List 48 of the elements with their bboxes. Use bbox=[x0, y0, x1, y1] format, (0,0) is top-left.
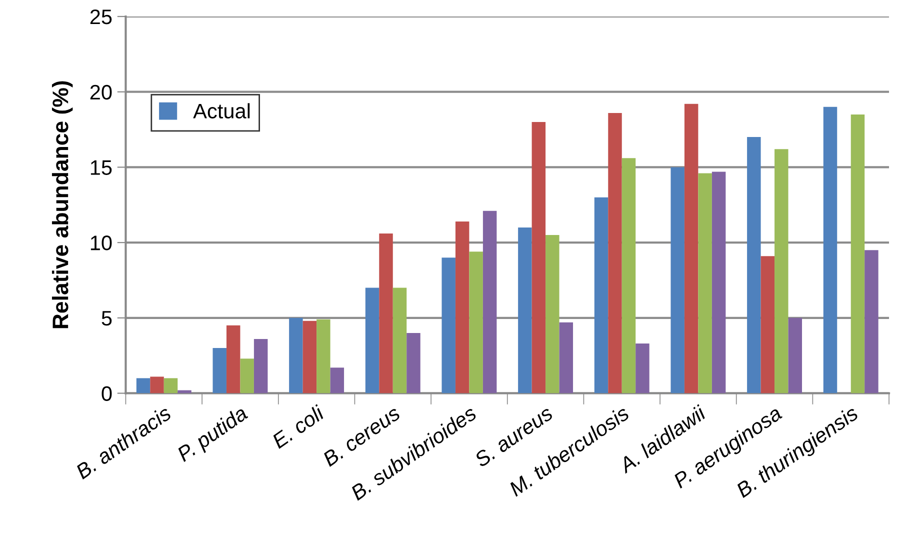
bar bbox=[788, 318, 802, 394]
y-tick-label: 15 bbox=[90, 160, 112, 175]
bar bbox=[546, 235, 560, 394]
y-tick-label: 5 bbox=[102, 311, 112, 326]
bar bbox=[136, 378, 150, 394]
bar bbox=[864, 250, 878, 394]
bar bbox=[670, 167, 684, 394]
bar bbox=[212, 348, 226, 394]
bar bbox=[316, 319, 330, 394]
bar bbox=[392, 288, 407, 394]
y-tick-label: 20 bbox=[90, 84, 112, 100]
bar bbox=[254, 339, 268, 394]
bar bbox=[178, 390, 192, 394]
bar bbox=[684, 104, 698, 394]
bar bbox=[636, 344, 650, 394]
bar bbox=[365, 288, 380, 394]
bar bbox=[226, 325, 240, 394]
bar bbox=[482, 210, 497, 394]
bar bbox=[608, 112, 622, 394]
bar bbox=[302, 320, 317, 394]
bar bbox=[330, 368, 344, 394]
y-tick-label: 0 bbox=[102, 386, 112, 402]
bar bbox=[469, 252, 483, 394]
bar bbox=[406, 332, 420, 394]
bar bbox=[442, 258, 456, 394]
bar bbox=[289, 318, 303, 394]
bar bbox=[559, 322, 574, 394]
bar bbox=[532, 122, 546, 394]
bar bbox=[518, 227, 532, 394]
legend-label: Actual bbox=[193, 103, 250, 118]
bar bbox=[698, 173, 712, 394]
bar bbox=[455, 221, 470, 394]
bar bbox=[850, 114, 865, 394]
bar bbox=[150, 376, 164, 394]
bar bbox=[622, 158, 636, 394]
bar bbox=[760, 256, 775, 394]
bar bbox=[712, 172, 726, 394]
bar bbox=[240, 358, 254, 394]
bar bbox=[164, 378, 178, 394]
y-axis-title: Relative abundance (%) bbox=[52, 81, 73, 328]
bar bbox=[774, 149, 788, 394]
y-tick-label: 25 bbox=[90, 10, 112, 24]
x-tick-label: E. coli bbox=[270, 404, 326, 450]
bar bbox=[823, 106, 838, 394]
bar bbox=[379, 234, 393, 394]
y-tick-label: 10 bbox=[90, 236, 112, 250]
bar bbox=[747, 137, 761, 394]
bar bbox=[594, 197, 608, 394]
